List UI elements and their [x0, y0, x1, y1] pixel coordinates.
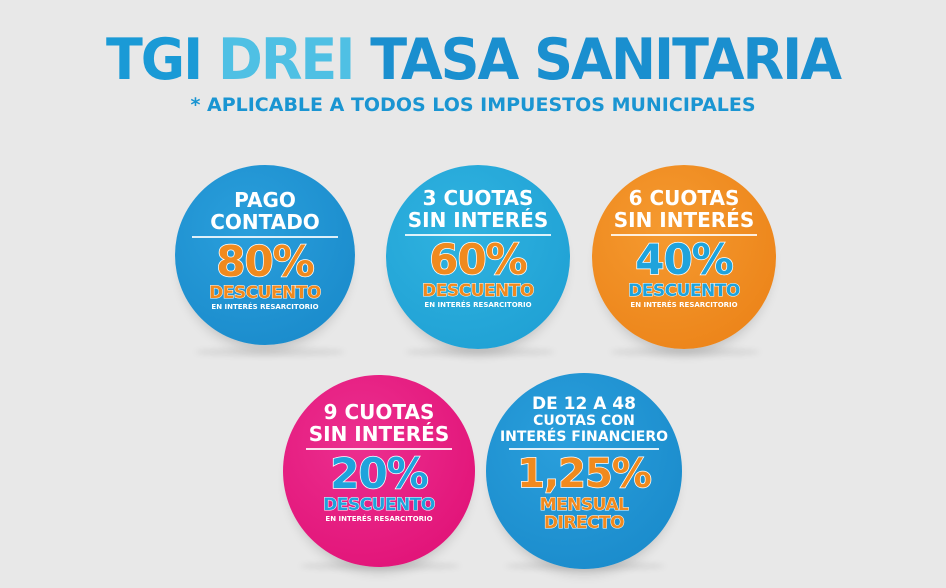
- plan-3-cuotas: 3 CUOTAS SIN INTERÉS 60% DESCUENTO EN IN…: [386, 165, 570, 349]
- plan-heading: CONTADO: [210, 210, 320, 234]
- title-tgi: TGI: [105, 26, 203, 93]
- plan-percent: 1,25%: [516, 451, 652, 497]
- divider: [611, 234, 757, 236]
- plan-heading: DE 12 A 48: [532, 394, 636, 414]
- divider: [405, 234, 551, 236]
- plan-label: DESCUENTO: [628, 281, 741, 301]
- page-subtitle: * APLICABLE A TODOS LOS IMPUESTOS MUNICI…: [190, 94, 756, 116]
- plan-heading: PAGO: [234, 188, 296, 212]
- plan-percent: 80%: [215, 237, 315, 286]
- plan-note: EN INTERÉS RESARCITORIO: [325, 515, 433, 523]
- plan-label: DESCUENTO: [209, 283, 322, 303]
- plan-heading: 3 CUOTAS: [422, 186, 534, 210]
- plan-pago-contado: PAGO CONTADO 80% DESCUENTO EN INTERÉS RE…: [175, 165, 355, 345]
- page-title: TGI DREI TASA SANITARIA: [0, 26, 946, 93]
- plan-heading: SIN INTERÉS: [407, 208, 549, 232]
- plan-percent: 20%: [329, 449, 429, 498]
- plan-percent: 60%: [428, 235, 528, 284]
- plan-heading: 9 CUOTAS: [323, 400, 435, 424]
- plan-12-a-48-cuotas: DE 12 A 48 CUOTAS CON INTERÉS FINANCIERO…: [486, 373, 682, 569]
- plan-heading: SIN INTERÉS: [613, 208, 755, 232]
- title-drei: DREI: [218, 26, 355, 93]
- plan-label: DESCUENTO: [323, 495, 436, 515]
- divider: [192, 236, 338, 238]
- plan-heading: SIN INTERÉS: [308, 422, 450, 446]
- plan-heading: CUOTAS CON: [533, 413, 635, 429]
- plan-note: EN INTERÉS RESARCITORIO: [630, 301, 738, 309]
- divider: [509, 448, 659, 450]
- plan-note: EN INTERÉS RESARCITORIO: [424, 301, 532, 309]
- plan-label: DIRECTO: [543, 513, 625, 533]
- circle-shadow: [610, 348, 760, 356]
- plan-label: MENSUAL: [539, 495, 629, 515]
- plan-9-cuotas: 9 CUOTAS SIN INTERÉS 20% DESCUENTO EN IN…: [283, 375, 475, 567]
- divider: [306, 448, 452, 450]
- plan-percent: 40%: [634, 235, 734, 284]
- circle-shadow: [405, 348, 555, 356]
- circle-shadow: [195, 348, 345, 356]
- plan-6-cuotas: 6 CUOTAS SIN INTERÉS 40% DESCUENTO EN IN…: [592, 165, 776, 349]
- plan-label: DESCUENTO: [422, 281, 535, 301]
- plan-heading: INTERÉS FINANCIERO: [499, 429, 669, 445]
- plan-note: EN INTERÉS RESARCITORIO: [211, 303, 319, 311]
- title-tasa-sanitaria: TASA SANITARIA: [370, 26, 842, 93]
- plan-heading: 6 CUOTAS: [628, 186, 740, 210]
